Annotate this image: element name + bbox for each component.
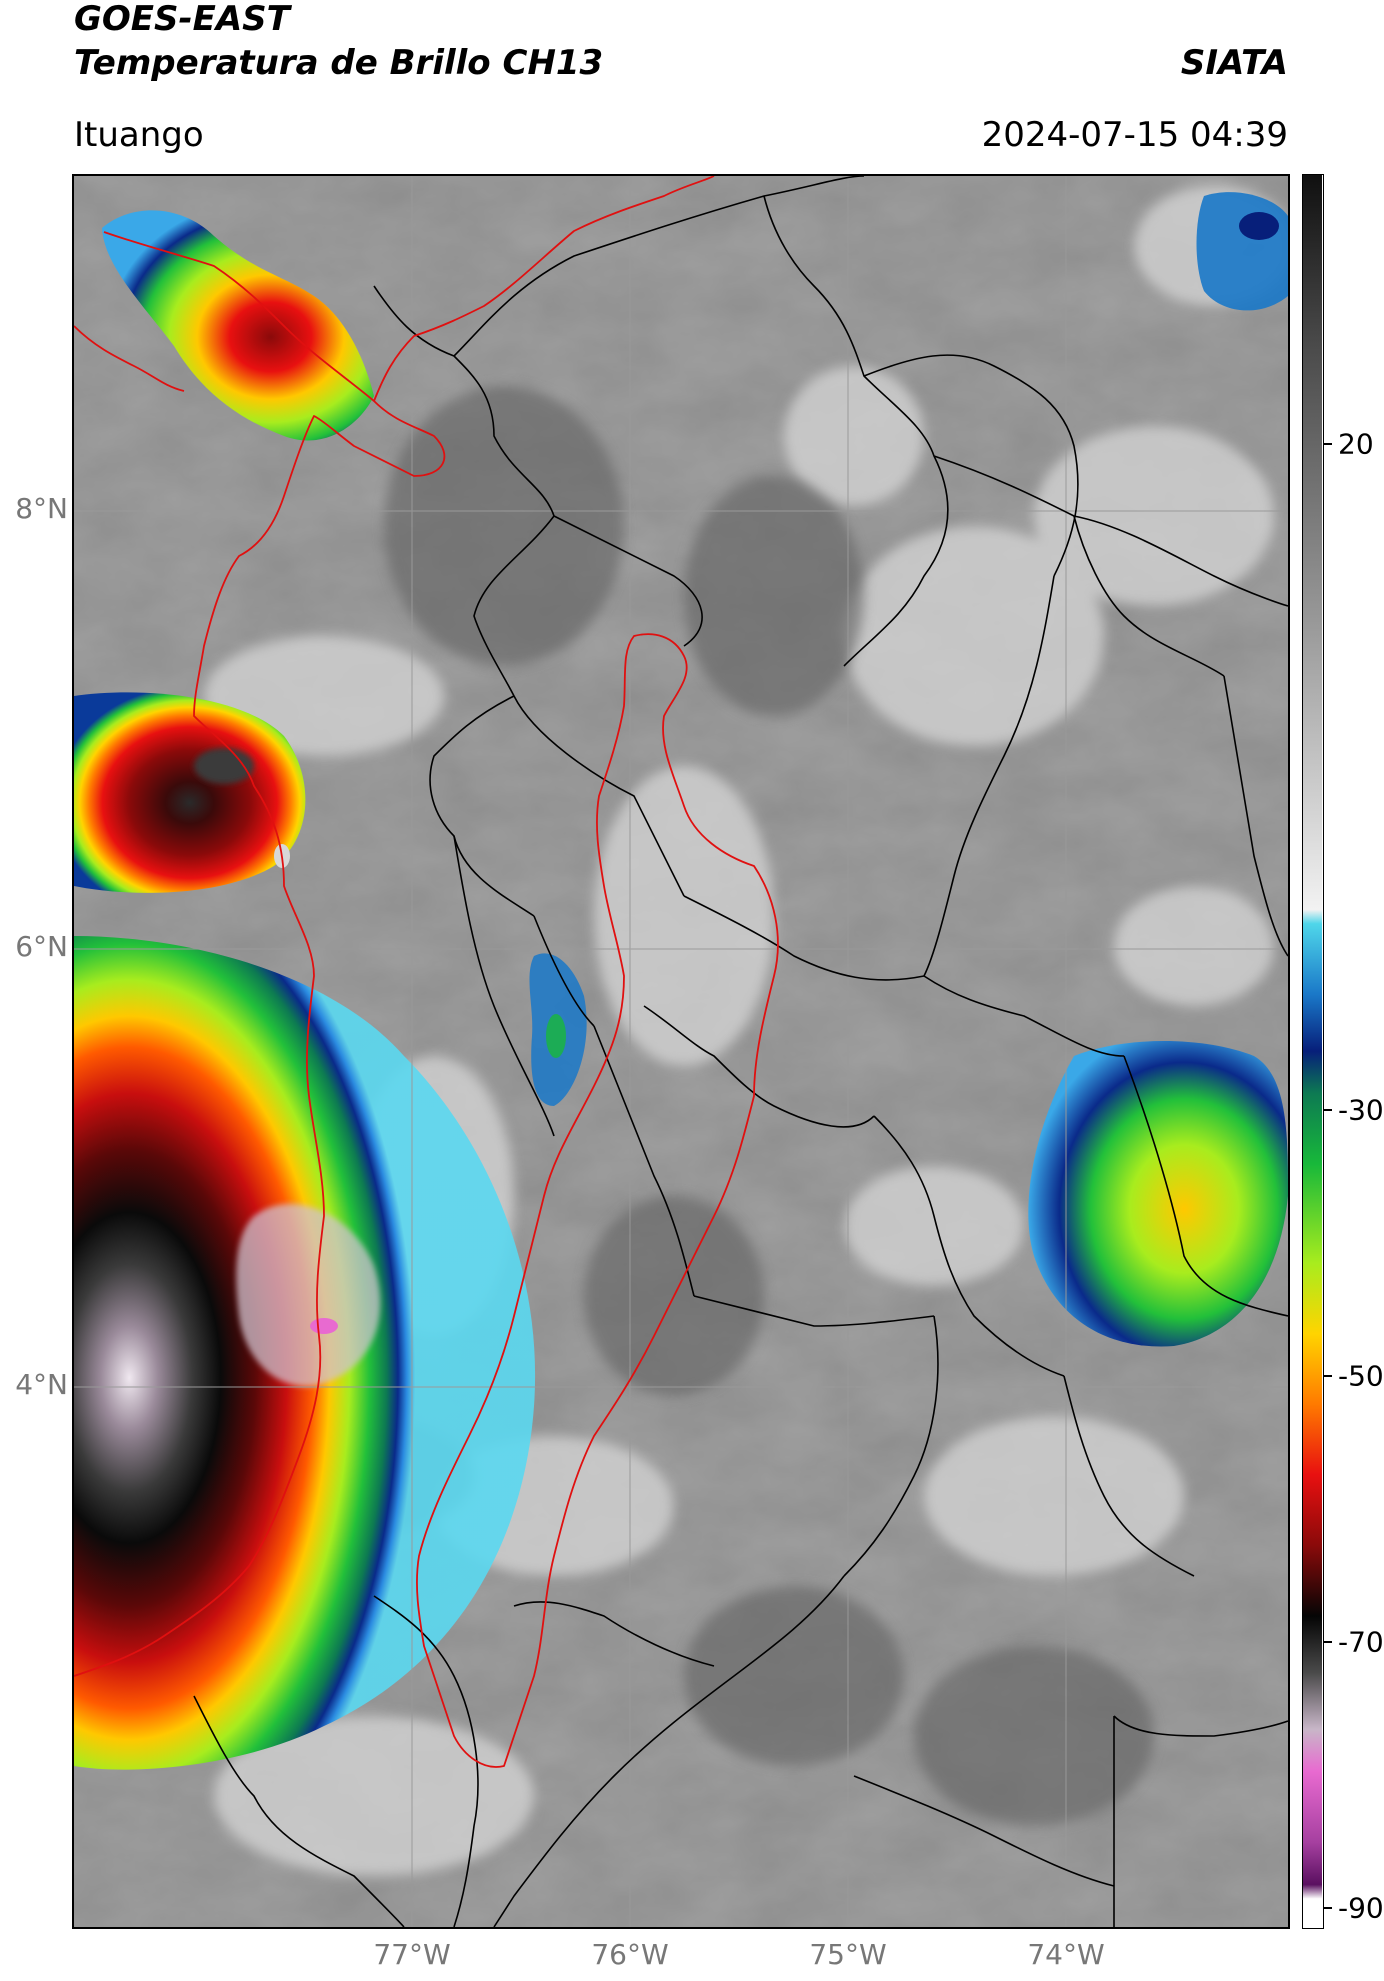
satellite-map[interactable] (72, 174, 1290, 1929)
storm-east (1028, 1041, 1288, 1347)
colorbar-label-minus70: -70 (1338, 1625, 1384, 1659)
lon-label-76w: 76°W (591, 1938, 669, 1971)
colorbar-label-20: 20 (1338, 427, 1374, 461)
brand-label: SIATA (1180, 43, 1288, 83)
colorbar (1302, 174, 1324, 1929)
storm-main (74, 936, 536, 1770)
storm-west-central (74, 692, 306, 893)
colorbar-tick-minus30 (1324, 1109, 1332, 1111)
colorbar-label-minus50: -50 (1338, 1359, 1384, 1393)
coastline (74, 176, 715, 1677)
timestamp-label: 2024-07-15 04:39 (981, 115, 1288, 155)
lon-label-77w: 77°W (373, 1938, 451, 1971)
colorbar-label-minus30: -30 (1338, 1093, 1384, 1127)
lat-label-8n: 8°N (15, 492, 68, 525)
storm-small-fragments (529, 192, 1288, 1106)
colorbar-tick-20 (1324, 443, 1332, 445)
satellite-title: GOES-EAST (74, 0, 290, 39)
region-label: Ituango (74, 115, 204, 155)
colorbar-gradient (1303, 175, 1322, 1927)
lat-label-4n: 4°N (15, 1368, 68, 1401)
colorbar-label-minus90: -90 (1338, 1891, 1384, 1925)
colorbar-tick-minus90 (1324, 1907, 1332, 1909)
colorbar-tick-minus70 (1324, 1641, 1332, 1643)
product-title: Temperatura de Brillo CH13 (74, 43, 604, 83)
admin-borders (193, 176, 1288, 1927)
lon-label-75w: 75°W (809, 1938, 887, 1971)
gridlines (74, 176, 1288, 1927)
lon-label-74w: 74°W (1027, 1938, 1105, 1971)
colorbar-tick-minus50 (1324, 1375, 1332, 1377)
storm-northwest (102, 210, 374, 441)
lat-label-6n: 6°N (15, 930, 68, 963)
ituango-region (416, 633, 779, 1768)
